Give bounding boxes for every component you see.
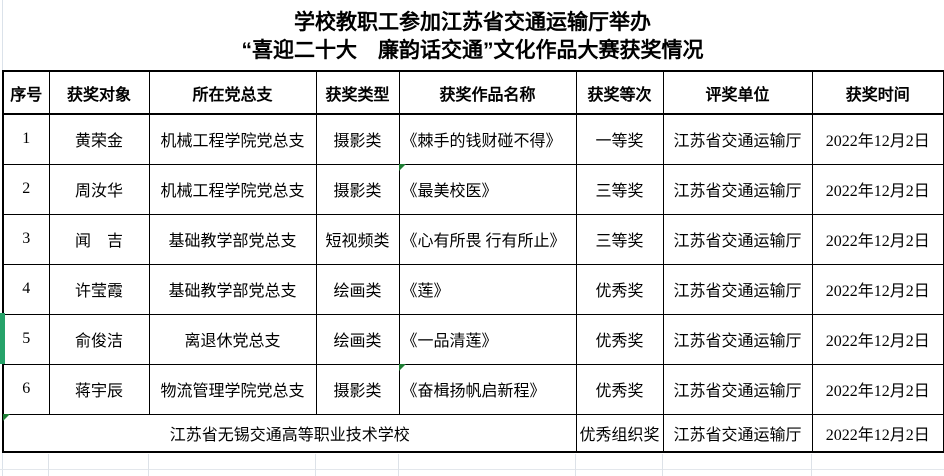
cell-type[interactable]: 短视频类: [315, 213, 400, 265]
table-row: 4 许莹霞 基础教学部党总支 绘画类 《莲》 优秀奖 江苏省交通运输厅 2022…: [2, 263, 944, 315]
cell-level[interactable]: 三等奖: [575, 213, 664, 265]
cell-type[interactable]: 摄影类: [315, 163, 400, 215]
cell-unit[interactable]: 江苏省交通运输厅: [662, 213, 813, 265]
sheet-gridline: [48, 454, 49, 476]
cell-unit[interactable]: 江苏省交通运输厅: [662, 163, 813, 215]
cell-branch[interactable]: 物流管理学院党总支: [148, 363, 317, 415]
header-cell-level[interactable]: 获奖等次: [575, 70, 664, 115]
header-cell-no[interactable]: 序号: [2, 70, 50, 115]
cell-date[interactable]: 2022年12月2日: [811, 313, 944, 365]
table-row: 5 俞俊洁 离退休党总支 绘画类 《一品清莲》 优秀奖 江苏省交通运输厅 202…: [2, 313, 944, 365]
cell-type[interactable]: 摄影类: [315, 363, 400, 415]
sheet-gridline: [398, 454, 399, 476]
table-row: 2 周汝华 机械工程学院党总支 摄影类 《最美校医》 三等奖 江苏省交通运输厅 …: [2, 163, 944, 215]
row-selection-indicator: [0, 313, 5, 364]
cell-type[interactable]: 绘画类: [315, 313, 400, 365]
cell-date[interactable]: 2022年12月2日: [811, 263, 944, 315]
sheet-gridline: [315, 454, 316, 476]
cell-work[interactable]: 《最美校医》: [398, 163, 577, 215]
cell-no[interactable]: 3: [2, 213, 50, 265]
header-cell-type[interactable]: 获奖类型: [315, 70, 400, 115]
page-title: 学校教职工参加江苏省交通运输厅举办 “喜迎二十大 廉韵话交通”文化作品大赛获奖情…: [2, 0, 943, 68]
awards-table: 序号 获奖对象 所在党总支 获奖类型 获奖作品名称 获奖等次 评奖单位 获奖时间…: [2, 70, 944, 453]
cell-level[interactable]: 三等奖: [575, 163, 664, 215]
cell-work[interactable]: 《心有所畏 行有所止》: [398, 213, 577, 265]
cell-date[interactable]: 2022年12月2日: [811, 413, 944, 453]
cell-unit[interactable]: 江苏省交通运输厅: [662, 113, 813, 165]
cell-name[interactable]: 俞俊洁: [48, 313, 150, 365]
cell-type[interactable]: 摄影类: [315, 113, 400, 165]
cell-level[interactable]: 优秀组织奖: [575, 413, 664, 453]
table-row: 3 闻 吉 基础教学部党总支 短视频类 《心有所畏 行有所止》 三等奖 江苏省交…: [2, 213, 944, 265]
cell-level[interactable]: 优秀奖: [575, 363, 664, 415]
cell-name[interactable]: 闻 吉: [48, 213, 150, 265]
cell-name[interactable]: 许莹霞: [48, 263, 150, 315]
footer-row: 江苏省无锡交通高等职业技术学校 优秀组织奖 江苏省交通运输厅 2022年12月2…: [2, 413, 944, 453]
cell-level[interactable]: 优秀奖: [575, 263, 664, 315]
cell-no[interactable]: 1: [2, 113, 50, 165]
cell-no[interactable]: 5: [2, 313, 50, 365]
sheet-gridline: [662, 454, 663, 476]
sheet-gridline: [575, 454, 576, 476]
header-row: 序号 获奖对象 所在党总支 获奖类型 获奖作品名称 获奖等次 评奖单位 获奖时间: [2, 70, 944, 115]
cell-name[interactable]: 蒋宇辰: [48, 363, 150, 415]
cell-branch[interactable]: 机械工程学院党总支: [148, 163, 317, 215]
cell-branch[interactable]: 机械工程学院党总支: [148, 113, 317, 165]
table-row: 6 蒋宇辰 物流管理学院党总支 摄影类 《奋楫扬帆启新程》 优秀奖 江苏省交通运…: [2, 363, 944, 415]
cell-unit[interactable]: 江苏省交通运输厅: [662, 363, 813, 415]
cell-date[interactable]: 2022年12月2日: [811, 163, 944, 215]
error-indicator-triangle-icon: [399, 164, 406, 171]
cell-work[interactable]: 《一品清莲》: [398, 313, 577, 365]
sheet-gridline: [0, 469, 944, 470]
cell-unit[interactable]: 江苏省交通运输厅: [662, 313, 813, 365]
error-indicator-triangle-icon: [3, 414, 10, 421]
cell-type[interactable]: 绘画类: [315, 263, 400, 315]
title-line-2: “喜迎二十大 廉韵话交通”文化作品大赛获奖情况: [241, 39, 704, 62]
table-row: 1 黄荣金 机械工程学院党总支 摄影类 《棘手的钱财碰不得》 一等奖 江苏省交通…: [2, 113, 944, 165]
cell-organization[interactable]: 江苏省无锡交通高等职业技术学校: [2, 413, 577, 453]
cell-work[interactable]: 《奋楫扬帆启新程》: [398, 363, 577, 415]
header-cell-name[interactable]: 获奖对象: [48, 70, 150, 115]
cell-work[interactable]: 《棘手的钱财碰不得》: [398, 113, 577, 165]
header-cell-branch[interactable]: 所在党总支: [148, 70, 317, 115]
header-cell-unit[interactable]: 评奖单位: [662, 70, 813, 115]
cell-name[interactable]: 周汝华: [48, 163, 150, 215]
title-line-1: 学校教职工参加江苏省交通运输厅举办: [294, 11, 651, 34]
header-cell-work[interactable]: 获奖作品名称: [398, 70, 577, 115]
cell-unit[interactable]: 江苏省交通运输厅: [662, 263, 813, 315]
cell-no[interactable]: 4: [2, 263, 50, 315]
cell-no[interactable]: 2: [2, 163, 50, 215]
cell-date[interactable]: 2022年12月2日: [811, 363, 944, 415]
cell-branch[interactable]: 离退休党总支: [148, 313, 317, 365]
sheet-gridline: [811, 454, 812, 476]
cell-work[interactable]: 《莲》: [398, 263, 577, 315]
header-cell-date[interactable]: 获奖时间: [811, 70, 944, 115]
cell-level[interactable]: 一等奖: [575, 113, 664, 165]
cell-branch[interactable]: 基础教学部党总支: [148, 263, 317, 315]
cell-date[interactable]: 2022年12月2日: [811, 113, 944, 165]
cell-name[interactable]: 黄荣金: [48, 113, 150, 165]
cell-no[interactable]: 6: [2, 363, 50, 415]
cell-branch[interactable]: 基础教学部党总支: [148, 213, 317, 265]
cell-level[interactable]: 优秀奖: [575, 313, 664, 365]
error-indicator-triangle-icon: [399, 364, 406, 371]
cell-date[interactable]: 2022年12月2日: [811, 213, 944, 265]
sheet-gridline: [148, 454, 149, 476]
cell-unit[interactable]: 江苏省交通运输厅: [662, 413, 813, 453]
